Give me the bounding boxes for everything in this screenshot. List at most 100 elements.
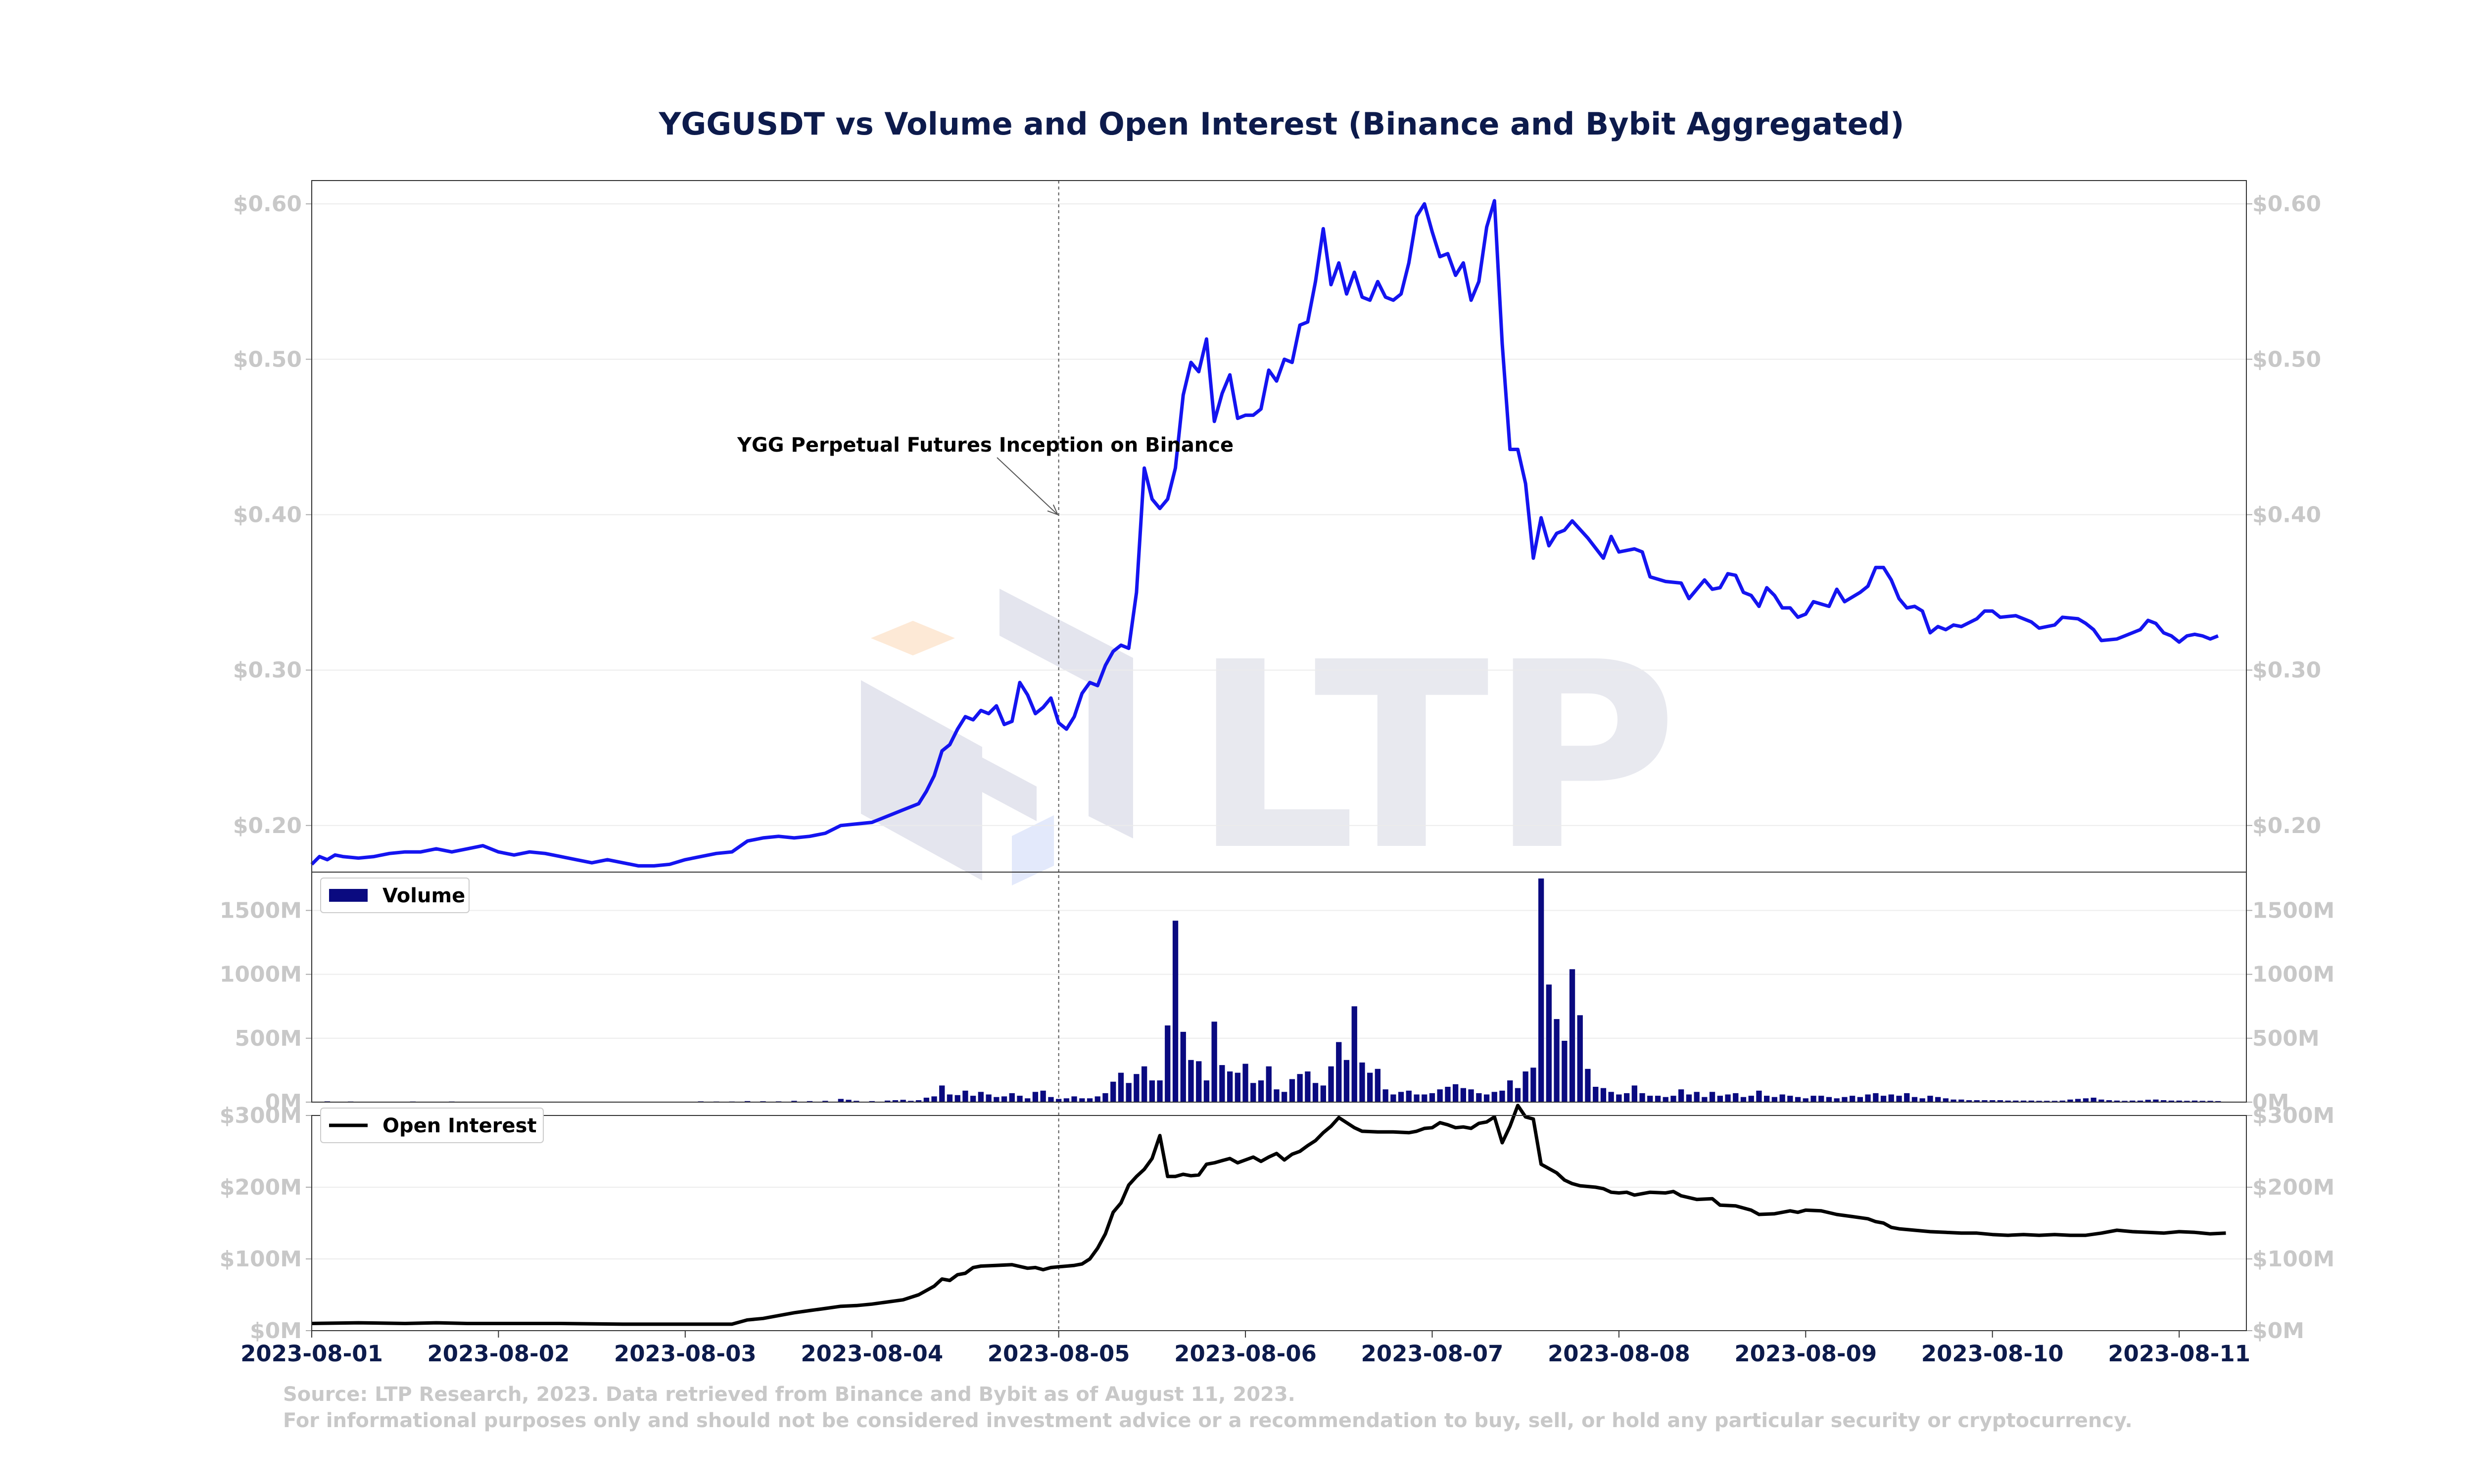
volume-bar <box>1631 1085 1637 1102</box>
volume-bar <box>947 1094 953 1102</box>
volume-bar <box>1779 1094 1785 1102</box>
volume-bar <box>1639 1093 1645 1102</box>
volume-bar <box>1857 1097 1863 1102</box>
open_interest-ytick-label-left: $0M <box>250 1318 302 1344</box>
volume-bar <box>1367 1072 1373 1102</box>
x-tick-label: 2023-08-01 <box>240 1341 383 1367</box>
volume-bar <box>2145 1100 2151 1102</box>
volume-bar <box>1180 1031 1186 1102</box>
volume-bar <box>1126 1083 1132 1103</box>
volume-bar <box>1515 1088 1521 1102</box>
volume-bar <box>1554 1019 1560 1102</box>
x-tick-label: 2023-08-03 <box>614 1341 757 1367</box>
volume-bar <box>2191 1100 2198 1102</box>
open_interest-ytick-label-right: $200M <box>2252 1175 2334 1200</box>
volume-bar <box>1678 1089 1684 1102</box>
volume-bar <box>1600 1088 1607 1102</box>
volume-bar <box>892 1100 899 1102</box>
volume-bar <box>1079 1098 1085 1103</box>
volume-bar <box>1725 1094 1731 1102</box>
volume-ytick-label-right: 1500M <box>2252 898 2334 924</box>
volume-bar <box>1694 1092 1700 1102</box>
volume-bar <box>1647 1096 1653 1102</box>
price-ytick-label-right: $0.60 <box>2252 191 2321 217</box>
volume-bars <box>324 878 2221 1103</box>
volume-bar <box>1048 1097 1054 1102</box>
volume-bar <box>1803 1098 1808 1103</box>
volume-ytick-label-left: 1500M <box>220 898 302 924</box>
volume-bar <box>1686 1094 1692 1102</box>
volume-bar <box>838 1099 844 1102</box>
volume-bar <box>2098 1099 2104 1102</box>
price-ytick-label-right: $0.30 <box>2252 658 2321 683</box>
volume-bar <box>1593 1087 1599 1102</box>
volume-bar <box>1063 1098 1069 1103</box>
volume-bar <box>1990 1100 1996 1102</box>
volume-bar <box>1740 1097 1747 1102</box>
volume-bar <box>1094 1096 1100 1102</box>
x-tick-label: 2023-08-07 <box>1361 1341 1504 1367</box>
volume-bar <box>2091 1098 2096 1102</box>
open_interest-ytick-label-right: $0M <box>2252 1318 2304 1344</box>
volume-bar <box>2199 1101 2205 1102</box>
volume-bar <box>1235 1072 1240 1102</box>
volume-bar <box>1810 1096 1816 1102</box>
volume-bar <box>2168 1100 2174 1102</box>
volume-bar <box>1375 1068 1380 1102</box>
volume-bar <box>1025 1098 1031 1103</box>
volume-bar <box>1118 1072 1124 1102</box>
volume-panel-frame <box>311 872 2247 1103</box>
volume-bar <box>1756 1090 1762 1103</box>
volume-bar <box>1336 1042 1342 1102</box>
volume-bar <box>1203 1080 1210 1102</box>
volume-bar <box>1958 1099 1964 1102</box>
volume-bar <box>1562 1041 1568 1102</box>
x-tick-label: 2023-08-06 <box>1174 1341 1317 1367</box>
volume-bar <box>1211 1021 1217 1103</box>
volume-bar <box>1320 1085 1326 1102</box>
volume-bar <box>2044 1101 2050 1102</box>
volume-bar <box>1997 1100 2003 1102</box>
volume-bar <box>908 1101 914 1102</box>
volume-bar <box>900 1100 906 1102</box>
volume-bar <box>807 1101 813 1102</box>
volume-bar <box>846 1100 852 1102</box>
volume-bar <box>1702 1097 1708 1102</box>
volume-bar <box>1032 1092 1039 1102</box>
y-tick-labels: $0.20 $0.20 $0.30 $0.30 $0.40 $0.40 $0.50 $0.50… <box>220 191 2335 1344</box>
volume-bar <box>1001 1096 1007 1102</box>
volume-bar <box>1297 1074 1303 1102</box>
volume-bar <box>1382 1089 1388 1102</box>
volume-legend: Volume <box>320 878 470 913</box>
volume-bar <box>1771 1097 1777 1102</box>
open_interest-ytick-label-right: $300M <box>2252 1103 2334 1128</box>
volume-bar <box>1328 1066 1334 1102</box>
open_interest-ytick-label-left: $100M <box>220 1247 302 1272</box>
watermark-left-facet <box>861 680 982 881</box>
watermark-orange-facet <box>871 621 955 655</box>
volume-ytick-label-left: 1000M <box>220 962 302 987</box>
volume-bar <box>1507 1080 1513 1102</box>
volume-bar <box>1577 1015 1583 1102</box>
volume-bar <box>1149 1080 1155 1102</box>
volume-bar <box>1398 1092 1404 1102</box>
volume-bar <box>1663 1097 1668 1102</box>
volume-bar <box>1056 1099 1062 1102</box>
volume-bar <box>1616 1094 1622 1102</box>
volume-bar <box>1865 1094 1871 1102</box>
volume-bar <box>1390 1094 1396 1102</box>
volume-bar <box>1312 1083 1319 1103</box>
volume-ytick-label-left: 500M <box>235 1026 302 1051</box>
disclaimer-line: For informational purposes only and shou… <box>283 1409 2133 1432</box>
volume-bar <box>2067 1099 2073 1102</box>
open_interest-ytick-label-left: $200M <box>220 1175 302 1200</box>
x-tick-label: 2023-08-11 <box>2108 1341 2250 1367</box>
volume-bar <box>1102 1093 1108 1102</box>
volume-bar <box>885 1100 891 1102</box>
volume-bar <box>1476 1093 1482 1102</box>
volume-bar <box>1351 1006 1357 1103</box>
volume-bar <box>2005 1100 2011 1102</box>
volume-bar <box>1951 1099 1956 1102</box>
volume-bar <box>954 1095 960 1102</box>
volume-bar <box>1655 1096 1661 1102</box>
